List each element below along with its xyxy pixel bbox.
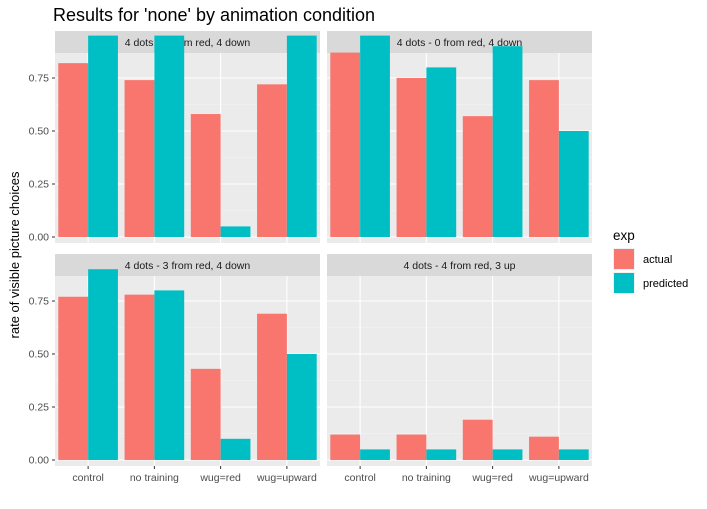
y-tick-label: 0.50 [29,349,50,361]
legend: exp actual predicted [613,228,688,294]
legend-swatch-actual [614,249,634,269]
y-tick-label: 0.25 [29,402,50,414]
bar-actual [529,80,559,238]
bar-actual [257,313,287,460]
chart-title: Results for 'none' by animation conditio… [53,5,375,25]
bar-predicted [286,35,317,237]
y-axis-label: rate of visible picture choices [7,171,22,338]
x-tick-label: control [344,472,376,484]
facet-strip [55,31,320,53]
facet-strip-label: 4 dots - 3 from red, 4 down [125,260,251,272]
x-tick-label: control [72,472,104,484]
bar-actual [190,114,221,237]
bar-actual [330,52,361,238]
legend-title: exp [613,228,635,243]
bar-predicted [492,449,523,460]
facet-strip [327,254,592,276]
y-tick-label: 0.25 [29,179,50,191]
bar-predicted [492,46,523,238]
facet-panels: 4 dots - 4 from red, 4 down 0.00 0.25 0.50 0… [29,31,592,484]
facet-panel-3: 4 dots - 3 from red, 4 down 0.00 0.25 0.50 0… [29,254,320,484]
bar-actual [190,368,221,460]
facet-strip-label: 4 dots - 0 from red, 4 down [397,37,523,49]
facet-panel-1: 4 dots - 4 from red, 4 down 0.00 0.25 0.50 0… [29,31,320,244]
facet-strip-label: 4 dots - 4 from red, 3 up [403,260,515,272]
y-tick-label: 0.00 [29,455,50,467]
facet-strip-label: 4 dots - 4 from red, 4 down [125,37,251,49]
facet-panel-2: 4 dots - 0 from red, 4 down [327,31,592,243]
y-tick-label: 0.00 [29,232,50,244]
bar-predicted [154,290,185,460]
facet-panel-4: 4 dots - 4 from red, 3 up control no train… [327,254,592,484]
x-tick-label: wug=red [471,472,513,484]
bar-actual [124,80,155,238]
bar-actual [396,434,427,460]
bar-predicted [286,354,317,460]
bar-predicted [88,269,118,460]
bar-actual [462,116,493,237]
panel-background [327,276,592,466]
y-tick-label: 0.50 [29,126,50,138]
bar-predicted [426,67,457,238]
x-tick-label: wug=upward [256,472,317,484]
legend-label-actual: actual [643,254,672,266]
legend-label-predicted: predicted [643,278,688,290]
bar-actual [529,436,559,460]
bar-predicted [558,131,589,237]
bar-actual [58,296,89,460]
bar-actual [330,434,361,460]
bar-predicted [426,449,457,460]
x-tick-label: wug=upward [528,472,589,484]
bar-actual [396,78,427,237]
legend-swatch-predicted [614,273,634,293]
bar-actual [124,294,155,460]
bar-predicted [360,449,390,460]
x-tick-label: no training [130,472,179,484]
y-tick-label: 0.75 [29,296,50,308]
bar-actual [462,419,493,460]
bar-actual [257,84,287,237]
bar-actual [58,63,89,237]
bar-predicted [88,35,118,237]
facet-strip [327,31,592,53]
bar-predicted [558,449,589,460]
bar-predicted [220,226,251,237]
y-tick-label: 0.75 [29,73,50,85]
x-tick-label: no training [402,472,451,484]
bar-predicted [154,35,185,237]
facet-strip [55,254,320,276]
bar-predicted [220,438,251,460]
bar-predicted [360,35,390,237]
x-tick-label: wug=red [199,472,241,484]
